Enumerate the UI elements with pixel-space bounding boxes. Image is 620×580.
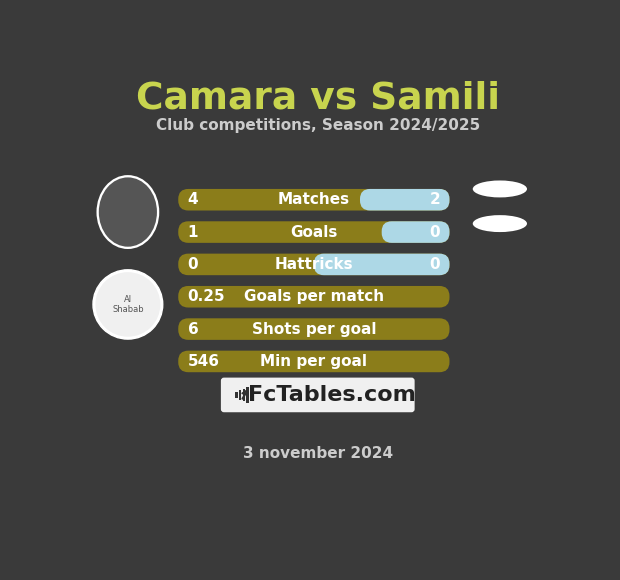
- Text: 3 november 2024: 3 november 2024: [242, 445, 393, 461]
- Ellipse shape: [472, 215, 527, 232]
- FancyBboxPatch shape: [235, 392, 237, 398]
- FancyBboxPatch shape: [382, 222, 450, 243]
- Text: Camara vs Samili: Camara vs Samili: [136, 81, 500, 117]
- Text: 0: 0: [430, 257, 440, 272]
- Text: 546: 546: [187, 354, 219, 369]
- Text: Hattricks: Hattricks: [275, 257, 353, 272]
- Text: 0: 0: [187, 257, 198, 272]
- Text: Al
Shabab: Al Shabab: [112, 295, 144, 314]
- Text: 6: 6: [187, 321, 198, 336]
- Text: Club competitions, Season 2024/2025: Club competitions, Season 2024/2025: [156, 118, 480, 133]
- FancyBboxPatch shape: [179, 318, 450, 340]
- Text: Goals: Goals: [290, 224, 337, 240]
- Text: Matches: Matches: [278, 192, 350, 207]
- FancyBboxPatch shape: [239, 390, 241, 400]
- Circle shape: [96, 273, 160, 336]
- Ellipse shape: [472, 180, 527, 197]
- FancyBboxPatch shape: [179, 222, 450, 243]
- Text: 0.25: 0.25: [187, 289, 225, 304]
- Text: Min per goal: Min per goal: [260, 354, 368, 369]
- Text: FcTables.com: FcTables.com: [248, 385, 415, 405]
- Text: 1: 1: [187, 224, 198, 240]
- FancyBboxPatch shape: [247, 387, 249, 403]
- FancyBboxPatch shape: [242, 389, 246, 401]
- Ellipse shape: [99, 177, 157, 246]
- Text: Goals per match: Goals per match: [244, 289, 384, 304]
- Text: Shots per goal: Shots per goal: [252, 321, 376, 336]
- Ellipse shape: [97, 175, 159, 249]
- Circle shape: [93, 270, 162, 339]
- Text: 4: 4: [187, 192, 198, 207]
- FancyBboxPatch shape: [360, 189, 450, 211]
- FancyBboxPatch shape: [179, 286, 450, 307]
- FancyBboxPatch shape: [179, 351, 450, 372]
- Text: 0: 0: [430, 224, 440, 240]
- FancyBboxPatch shape: [314, 253, 450, 275]
- FancyBboxPatch shape: [179, 189, 450, 211]
- FancyBboxPatch shape: [179, 253, 450, 275]
- FancyBboxPatch shape: [221, 378, 415, 412]
- Text: 2: 2: [430, 192, 440, 207]
